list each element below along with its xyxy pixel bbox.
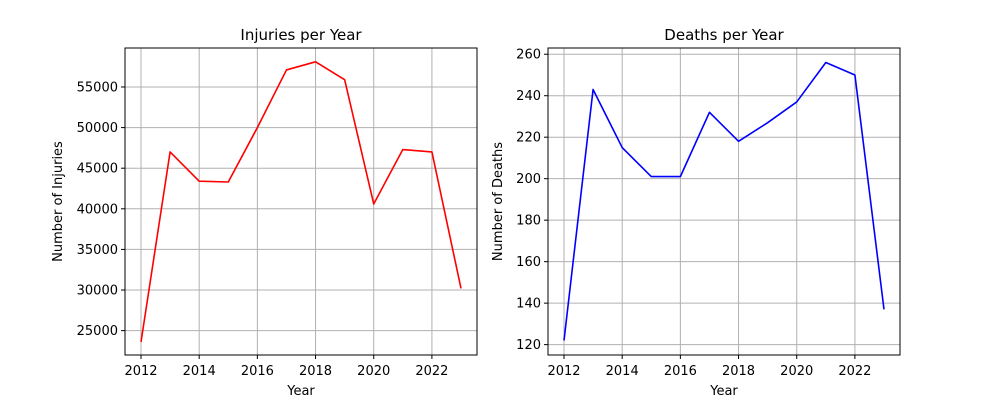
injuries-data-point [169,151,171,153]
deaths-data-point [883,309,885,311]
deaths-data-point [825,62,827,64]
y-tick-label: 180 [516,214,541,229]
injuries-series-line [140,61,462,343]
injuries-data-point [344,79,346,81]
y-tick-label: 160 [516,255,541,270]
deaths-data-point [796,101,798,103]
injuries-y-axis-label: Number of Injuries [51,141,66,262]
x-tick-label: 2020 [780,364,813,379]
x-tick-label: 2022 [415,364,448,379]
injuries-chart-title: Injuries per Year [240,26,362,44]
y-tick-label: 30000 [77,284,118,299]
x-tick-label: 2018 [722,364,755,379]
y-tick-label: 220 [516,131,541,146]
deaths-data-point [680,176,682,178]
x-tick-label: 2014 [606,364,639,379]
y-tick-label: 120 [516,338,541,353]
plot-frame [547,47,901,356]
injuries-chart: 2012 2014 2016 2018 2020 2022 25000 30000 35000 4… [51,26,478,399]
y-tick-label: 25000 [77,324,118,339]
y-tick-label: 50000 [77,121,118,136]
y-tick-label: 35000 [77,243,118,258]
x-tick-label: 2020 [357,364,390,379]
x-tick-label: 2012 [124,364,157,379]
x-tick-label: 2016 [241,364,274,379]
x-tick-label: 2022 [838,364,871,379]
deaths-chart-title: Deaths per Year [664,26,784,44]
x-tick-label: 2012 [547,364,580,379]
y-tick-label: 140 [516,297,541,312]
x-tick-label: 2018 [299,364,332,379]
y-tick-label: 45000 [77,162,118,177]
deaths-y-axis-label: Number of Deaths [491,142,506,261]
deaths-data-point [709,112,711,114]
injuries-data-point [198,180,200,182]
deaths-data-point [563,340,565,342]
injuries-data-point [140,341,142,343]
deaths-data-point [621,147,623,149]
deaths-x-axis-label: Year [709,384,738,399]
deaths-data-point [592,89,594,91]
y-tick-label: 55000 [77,80,118,95]
deaths-data-point [854,74,856,76]
deaths-data-point [767,122,769,124]
injuries-data-point [373,203,375,205]
x-tick-label: 2014 [183,364,216,379]
y-tick-label: 200 [516,172,541,187]
y-tick-label: 40000 [77,202,118,217]
deaths-data-point [650,176,652,178]
injuries-data-point [257,127,259,129]
injuries-data-point [460,288,462,290]
x-tick-label: 2016 [664,364,697,379]
injuries-data-point [227,181,229,183]
injuries-data-point [402,149,404,151]
deaths-data-point [738,141,740,143]
deaths-series-line [563,61,885,341]
plot-frame [124,47,478,356]
y-tick-label: 240 [516,89,541,104]
y-tick-label: 260 [516,48,541,63]
injuries-data-point [315,61,317,63]
deaths-chart: 2012 2014 2016 2018 2020 2022 120 140 160 180 200 2… [491,26,901,399]
injuries-data-point [431,151,433,153]
injuries-x-axis-label: Year [286,384,315,399]
injuries-data-point [286,69,288,71]
